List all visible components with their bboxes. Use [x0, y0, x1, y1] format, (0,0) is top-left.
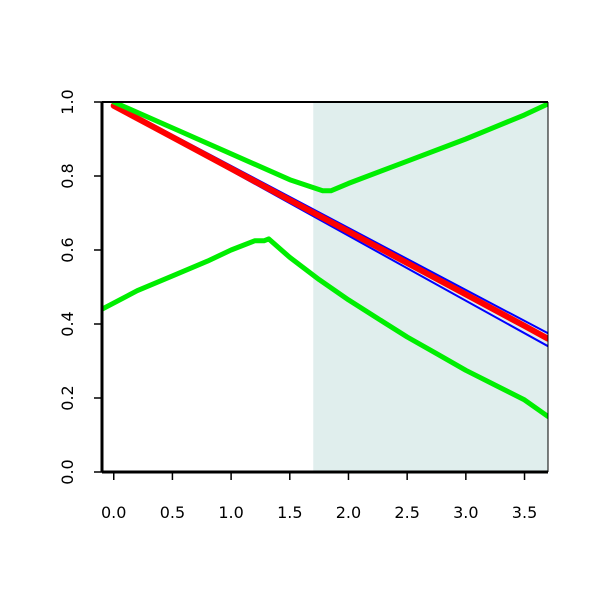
y-tick-label: 0.8 [58, 163, 77, 188]
x-tick-label: 0.0 [101, 503, 126, 522]
x-tick-label: 3.5 [512, 503, 537, 522]
x-tick-label: 3.0 [453, 503, 478, 522]
series-line-4 [102, 236, 548, 419]
y-tick-label: 0.6 [58, 237, 77, 262]
y-tick-label: 1.0 [58, 89, 77, 114]
x-tick-label: 0.5 [160, 503, 185, 522]
y-tick-label: 0.0 [58, 459, 77, 484]
x-tick-label: 2.0 [336, 503, 361, 522]
series-line-2 [110, 102, 548, 342]
x-tick-label: 1.5 [277, 503, 302, 522]
x-tick-label: 2.5 [394, 503, 419, 522]
series-line-3 [111, 102, 548, 194]
y-tick-label: 0.2 [58, 385, 77, 410]
x-tick-label: 1.0 [218, 503, 243, 522]
shaded-region [313, 102, 548, 472]
y-tick-label: 0.4 [58, 311, 77, 336]
